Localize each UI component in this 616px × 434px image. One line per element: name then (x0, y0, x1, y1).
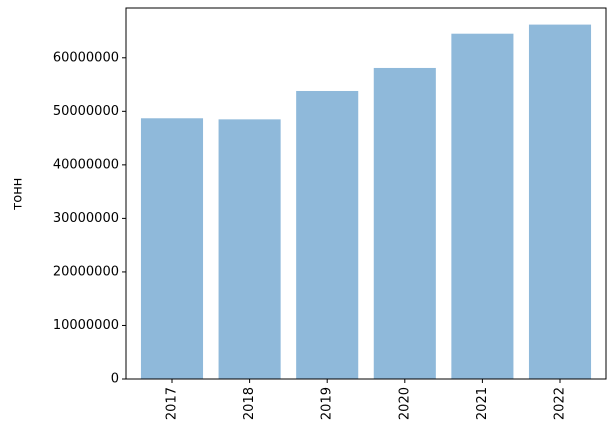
y-axis-label: тонн (11, 178, 26, 211)
x-tick-label: 2018 (242, 387, 257, 420)
bar (373, 67, 436, 379)
bar (218, 119, 281, 379)
x-tick-label: 2019 (320, 387, 335, 420)
y-tick-label: 30000000 (53, 211, 119, 226)
y-tick-label: 50000000 (53, 104, 119, 119)
bar (140, 118, 204, 379)
bar (528, 24, 592, 380)
bar (296, 90, 359, 379)
y-tick-label: 40000000 (53, 157, 119, 172)
plot-frame (125, 7, 607, 380)
y-tick-label: 0 (111, 372, 119, 387)
bar (451, 33, 514, 380)
y-tick-label: 10000000 (53, 318, 119, 333)
x-tick-label: 2017 (165, 387, 180, 420)
x-tick-label: 2022 (553, 387, 568, 420)
y-tick-label: 60000000 (53, 50, 119, 65)
y-tick-label: 20000000 (53, 264, 119, 279)
x-tick-label: 2021 (475, 387, 490, 420)
x-tick-label: 2020 (397, 387, 412, 420)
